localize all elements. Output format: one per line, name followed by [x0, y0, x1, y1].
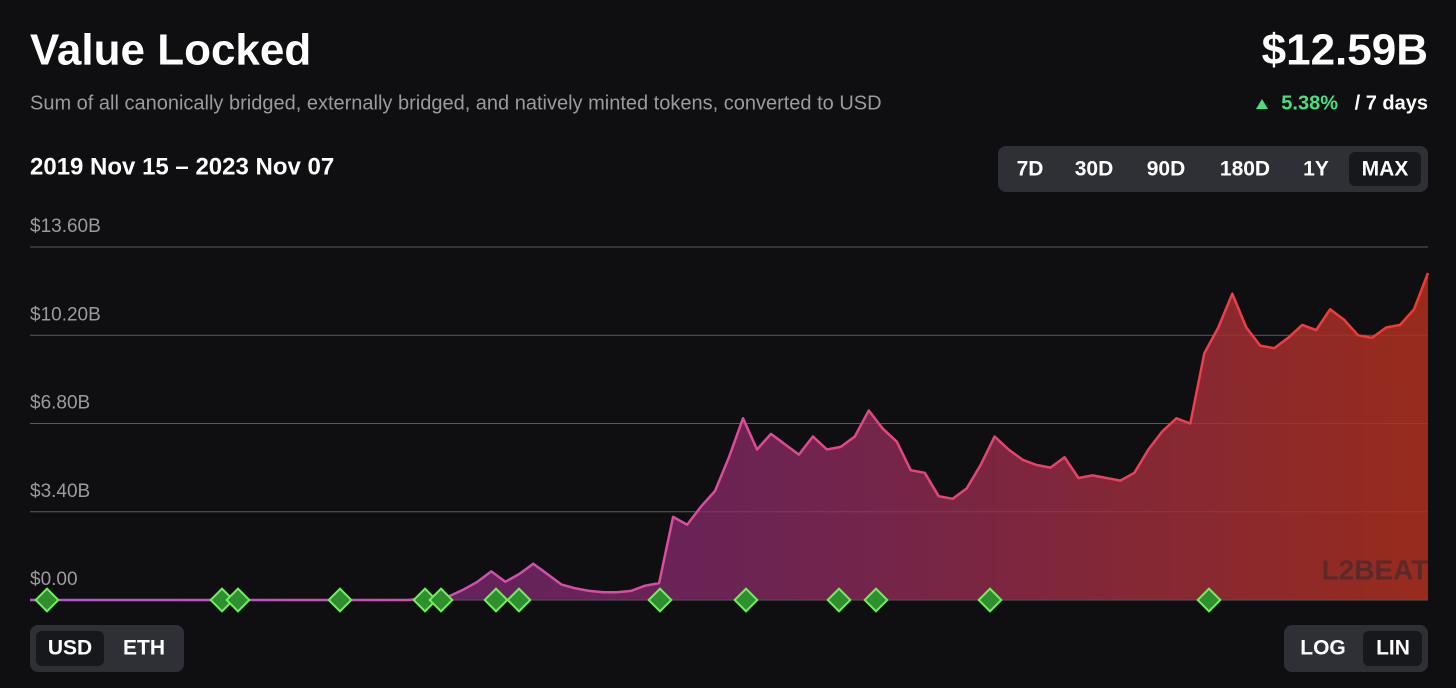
event-marker — [209, 587, 235, 613]
y-tick-label: $0.00 — [30, 569, 78, 590]
area-line — [30, 272, 1430, 602]
scale-selected — [1363, 631, 1422, 666]
event-marker — [1196, 587, 1222, 613]
plot: $0.00 $3.40B $6.80B $10.20B $13.60B — [30, 216, 1430, 613]
unit-button[interactable]: USD — [48, 637, 92, 660]
change: 5.38% — [1281, 92, 1338, 114]
event-marker — [412, 587, 438, 613]
title: Value Locked — [30, 26, 311, 75]
watermark: L2BEAT — [1322, 554, 1429, 585]
range-button[interactable]: 30D — [1075, 158, 1114, 181]
unit-selected — [36, 631, 104, 666]
range-button[interactable]: MAX — [1362, 158, 1409, 181]
event-marker — [225, 587, 251, 613]
total-value: $12.59B — [1262, 26, 1428, 75]
event-marker — [863, 587, 889, 613]
y-tick-label: $10.20B — [30, 304, 101, 325]
scale-button[interactable]: LOG — [1300, 637, 1346, 660]
area-fill — [30, 273, 1428, 600]
range-button[interactable]: 7D — [1017, 158, 1044, 181]
event-marker — [647, 587, 673, 613]
event-marker — [428, 587, 454, 613]
range-button[interactable]: 180D — [1220, 158, 1270, 181]
range-button[interactable]: 1Y — [1303, 158, 1329, 181]
y-tick-label: $6.80B — [30, 393, 90, 414]
event-marker — [977, 587, 1003, 613]
range-button-selected — [1349, 152, 1421, 186]
unit-button[interactable]: ETH — [123, 637, 165, 660]
y-tick-label: $13.60B — [30, 216, 101, 237]
event-marker — [506, 587, 532, 613]
range-group — [998, 146, 1428, 192]
event-marker — [34, 587, 60, 613]
controls: 7D 30D 90D 180D 1Y MAX USD ETH LOG LIN — [36, 152, 1422, 666]
change-period: / 7 days — [1355, 92, 1428, 114]
y-tick-label: $3.40B — [30, 481, 90, 502]
subtitle: Sum of all canonically bridged, external… — [30, 92, 882, 114]
event-marker — [733, 587, 759, 613]
event-marker — [327, 587, 353, 613]
event-marker — [483, 587, 509, 613]
up-arrow — [1256, 99, 1268, 109]
scale-button[interactable]: LIN — [1376, 637, 1410, 660]
date-range: 2019 Nov 15 – 2023 Nov 07 — [30, 153, 334, 180]
event-marker — [826, 587, 852, 613]
range-button[interactable]: 90D — [1147, 158, 1186, 181]
